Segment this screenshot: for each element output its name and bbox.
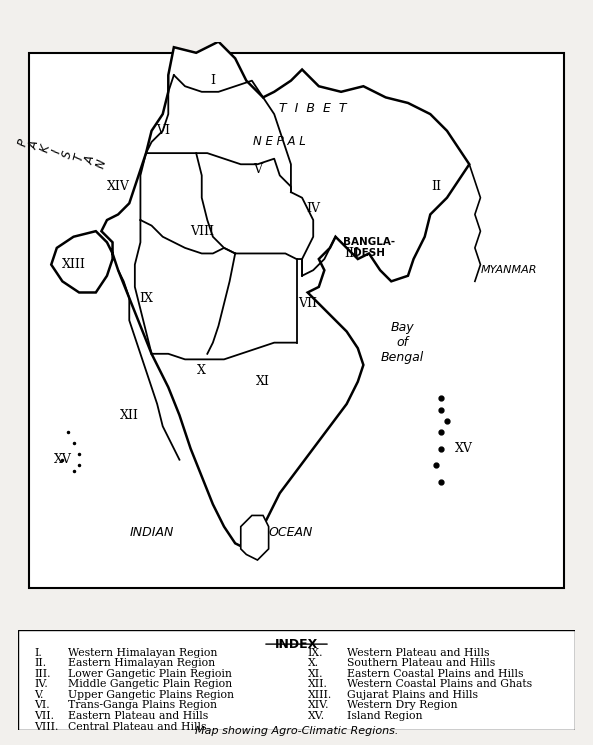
Text: I.: I. bbox=[34, 647, 42, 658]
Text: VIII: VIII bbox=[190, 225, 213, 238]
Text: OCEAN: OCEAN bbox=[269, 526, 313, 539]
Text: VII.: VII. bbox=[34, 711, 55, 721]
Text: IV.: IV. bbox=[34, 679, 48, 689]
Polygon shape bbox=[51, 42, 469, 549]
Text: Western Himalayan Region: Western Himalayan Region bbox=[68, 647, 217, 658]
Text: II: II bbox=[431, 180, 441, 193]
Text: MYANMAR: MYANMAR bbox=[480, 265, 537, 275]
Text: BANGLA-
DESH: BANGLA- DESH bbox=[343, 238, 395, 259]
Text: XI.: XI. bbox=[308, 669, 323, 679]
Text: T  I  B  E  T: T I B E T bbox=[279, 102, 347, 115]
Text: Middle Gangetic Plain Region: Middle Gangetic Plain Region bbox=[68, 679, 232, 689]
Text: INDIAN: INDIAN bbox=[129, 526, 174, 539]
Text: VI.: VI. bbox=[34, 700, 50, 711]
Text: I: I bbox=[211, 74, 215, 87]
Text: Eastern Himalayan Region: Eastern Himalayan Region bbox=[68, 658, 215, 668]
Text: IV: IV bbox=[306, 203, 320, 215]
Text: Gujarat Plains and Hills: Gujarat Plains and Hills bbox=[347, 690, 478, 700]
Text: VII: VII bbox=[298, 297, 317, 310]
Text: V.: V. bbox=[34, 690, 44, 700]
Text: Western Plateau and Hills: Western Plateau and Hills bbox=[347, 647, 489, 658]
Text: XIV: XIV bbox=[107, 180, 129, 193]
Text: Eastern Coastal Plains and Hills: Eastern Coastal Plains and Hills bbox=[347, 669, 523, 679]
Text: Central Plateau and Hills: Central Plateau and Hills bbox=[68, 722, 206, 732]
Text: Bay
of
Bengal: Bay of Bengal bbox=[381, 321, 424, 364]
Text: III: III bbox=[345, 247, 360, 260]
Text: II.: II. bbox=[34, 658, 47, 668]
Text: Trans-Ganga Plains Region: Trans-Ganga Plains Region bbox=[68, 700, 217, 711]
Text: XIII: XIII bbox=[62, 258, 85, 271]
Text: XV: XV bbox=[53, 453, 71, 466]
Text: XIII.: XIII. bbox=[308, 690, 332, 700]
Text: XV.: XV. bbox=[308, 711, 325, 721]
Text: X.: X. bbox=[308, 658, 319, 668]
Text: Map showing Agro-Climatic Regions.: Map showing Agro-Climatic Regions. bbox=[195, 726, 398, 736]
Text: Western Dry Region: Western Dry Region bbox=[347, 700, 457, 711]
Text: III.: III. bbox=[34, 669, 51, 679]
Text: XII: XII bbox=[120, 408, 139, 422]
Text: Island Region: Island Region bbox=[347, 711, 422, 721]
Text: P
A
K
I
S
T
A
N: P A K I S T A N bbox=[16, 137, 109, 169]
Polygon shape bbox=[241, 516, 269, 560]
Text: IX.: IX. bbox=[308, 647, 323, 658]
Text: VIII.: VIII. bbox=[34, 722, 59, 732]
Text: Lower Gangetic Plain Regioin: Lower Gangetic Plain Regioin bbox=[68, 669, 232, 679]
Text: INDEX: INDEX bbox=[275, 638, 318, 650]
Text: IX: IX bbox=[139, 291, 153, 305]
Text: Eastern Plateau and Hills: Eastern Plateau and Hills bbox=[68, 711, 208, 721]
Text: XII.: XII. bbox=[308, 679, 327, 689]
Text: VI: VI bbox=[156, 124, 170, 137]
Text: XV: XV bbox=[455, 442, 473, 455]
Text: XIV.: XIV. bbox=[308, 700, 329, 711]
Text: V: V bbox=[253, 163, 262, 177]
Text: Upper Gangetic Plains Region: Upper Gangetic Plains Region bbox=[68, 690, 234, 700]
Text: Western Coastal Plains and Ghats: Western Coastal Plains and Ghats bbox=[347, 679, 532, 689]
Text: XI: XI bbox=[256, 375, 270, 388]
Text: N E P A L: N E P A L bbox=[253, 136, 306, 148]
Text: X: X bbox=[197, 364, 206, 377]
Text: Southern Plateau and Hills: Southern Plateau and Hills bbox=[347, 658, 495, 668]
